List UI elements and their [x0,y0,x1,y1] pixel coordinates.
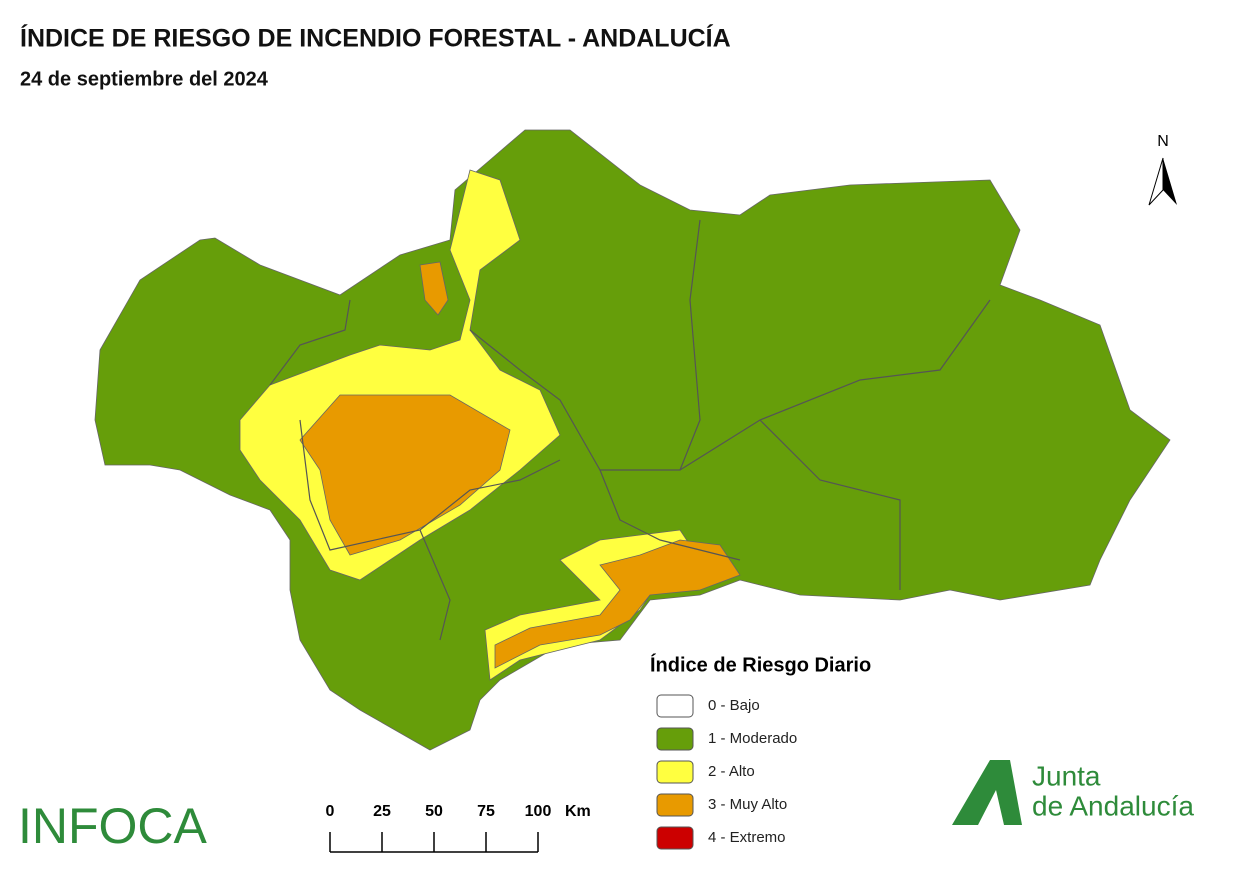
junta-line1: Junta [1032,760,1101,791]
province-border [679,299,991,471]
legend-swatch [656,727,694,751]
north-arrow-right [1163,158,1177,205]
legend-title: Índice de Riesgo Diario [650,653,871,676]
scale-bar: 0 25 50 75 100 Km [326,803,591,853]
junta-logo: Junta de Andalucía [952,760,1194,825]
legend-swatch [656,793,694,817]
region-moderado [94,129,1171,751]
province-border [419,529,451,641]
province-border [469,219,701,471]
legend-swatch [656,760,694,784]
scale-tick-label: 75 [477,803,495,820]
region-muy-alto [494,539,741,669]
legend-label: 2 - Alto [708,763,755,780]
legend-swatch [656,694,694,718]
north-label: N [1157,133,1169,150]
region-muy-alto [419,261,449,316]
north-arrow-left [1148,157,1164,206]
province-border [269,299,351,386]
legend-label: 3 - Muy Alto [708,796,787,813]
map [94,129,1171,751]
legend-swatch [656,826,694,850]
junta-line2: de Andalucía [1032,790,1194,821]
scale-tick-label: 50 [425,803,443,820]
title: ÍNDICE DE RIESGO DE INCENDIO FORESTAL - … [20,24,731,53]
legend-label: 4 - Extremo [708,829,786,846]
province-border [599,469,741,561]
region-muy-alto [299,394,511,556]
north-arrow: N [1148,133,1177,206]
scale-unit: Km [565,803,591,820]
scale-tick-label: 100 [525,803,552,820]
legend-label: 0 - Bajo [708,697,760,714]
legend-label: 1 - Moderado [708,730,797,747]
subtitle: 24 de septiembre del 2024 [20,68,269,90]
scale-tick-label: 0 [326,803,335,820]
legend: Índice de Riesgo Diario 0 - Bajo 1 - Mode… [650,653,871,850]
junta-emblem [952,760,1022,825]
province-border [759,419,901,590]
scale-tick-label: 25 [373,803,391,820]
infoca-logo: INFOCA [18,798,208,854]
